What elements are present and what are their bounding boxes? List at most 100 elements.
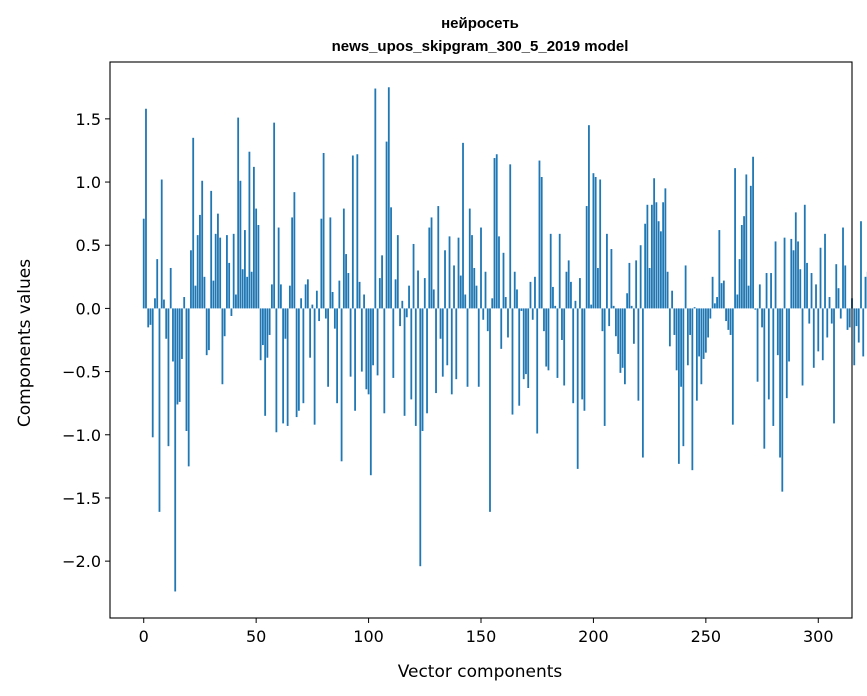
y-axis-ticks: −2.0 −1.5 −1.0 −0.5 0.0 0.5 1.0 1.5 xyxy=(62,110,110,571)
bar xyxy=(322,152,325,309)
bar xyxy=(199,214,201,309)
bar xyxy=(176,308,179,405)
bar xyxy=(410,308,413,400)
bar xyxy=(347,273,350,309)
bar xyxy=(552,286,554,309)
bar xyxy=(758,284,761,309)
bar xyxy=(381,255,383,309)
bar xyxy=(212,280,215,309)
bar xyxy=(183,297,186,309)
bar xyxy=(824,233,826,309)
bar xyxy=(304,284,307,309)
bar xyxy=(284,308,287,339)
bar xyxy=(615,308,617,337)
bar xyxy=(340,308,343,462)
bar xyxy=(473,267,476,309)
bar xyxy=(457,237,460,309)
bar xyxy=(626,293,629,309)
bar xyxy=(540,176,543,309)
bar xyxy=(383,308,386,414)
bar xyxy=(738,259,741,309)
bar xyxy=(262,308,264,346)
bar xyxy=(664,188,667,309)
bar xyxy=(644,223,647,309)
bar xyxy=(520,308,523,311)
x-tick-label: 50 xyxy=(246,627,266,646)
bar xyxy=(853,308,856,366)
bar xyxy=(819,247,822,309)
bar xyxy=(214,233,217,309)
bar xyxy=(205,308,208,356)
bar xyxy=(255,208,258,309)
bar xyxy=(799,269,802,309)
bar xyxy=(779,308,781,458)
bar xyxy=(446,308,449,366)
bar xyxy=(617,308,620,354)
bar xyxy=(387,87,390,309)
bar xyxy=(558,233,561,309)
y-axis-label: Components values xyxy=(15,259,35,427)
bar xyxy=(190,250,192,309)
bar xyxy=(430,217,433,309)
bar xyxy=(666,271,669,309)
bar xyxy=(707,308,709,338)
bar xyxy=(572,308,575,404)
bar xyxy=(300,298,303,309)
bar xyxy=(727,308,730,330)
bar xyxy=(830,308,833,324)
bar xyxy=(237,117,240,309)
bar xyxy=(257,225,260,309)
bar xyxy=(522,308,525,380)
bar xyxy=(576,308,579,469)
bar xyxy=(351,155,354,309)
bar xyxy=(311,304,314,309)
bar xyxy=(592,173,595,309)
bar xyxy=(464,294,467,309)
bar xyxy=(468,208,471,309)
bar xyxy=(641,308,644,458)
bar xyxy=(603,308,606,426)
bar xyxy=(417,270,419,309)
bar xyxy=(466,308,469,387)
bar xyxy=(453,265,455,309)
bar xyxy=(504,297,507,309)
bar xyxy=(489,308,491,512)
bar xyxy=(702,308,705,359)
bar xyxy=(621,308,624,368)
bar xyxy=(567,260,570,309)
bar xyxy=(770,273,772,309)
bar xyxy=(680,308,683,387)
bar xyxy=(421,308,424,431)
bar xyxy=(471,235,473,309)
bar xyxy=(844,265,847,309)
bar xyxy=(327,308,329,387)
bar xyxy=(601,308,604,332)
bar xyxy=(671,290,674,309)
bar xyxy=(662,202,665,309)
bar xyxy=(747,285,750,309)
bar xyxy=(554,305,557,309)
bar xyxy=(801,308,804,386)
bar xyxy=(399,308,401,327)
bar xyxy=(511,308,514,415)
bar xyxy=(610,249,613,309)
bar xyxy=(246,276,249,309)
bar xyxy=(437,206,440,309)
bar xyxy=(181,308,183,359)
bar xyxy=(203,276,206,309)
bar xyxy=(704,308,707,353)
bar xyxy=(608,308,611,327)
bar xyxy=(462,142,464,309)
bar xyxy=(372,308,374,366)
bar xyxy=(192,137,195,309)
bar xyxy=(749,185,752,309)
bar xyxy=(333,308,336,329)
bar xyxy=(160,179,163,309)
bar xyxy=(142,218,145,309)
bar xyxy=(720,283,723,309)
bar xyxy=(428,227,431,309)
bar xyxy=(331,291,334,309)
bar xyxy=(475,285,478,309)
